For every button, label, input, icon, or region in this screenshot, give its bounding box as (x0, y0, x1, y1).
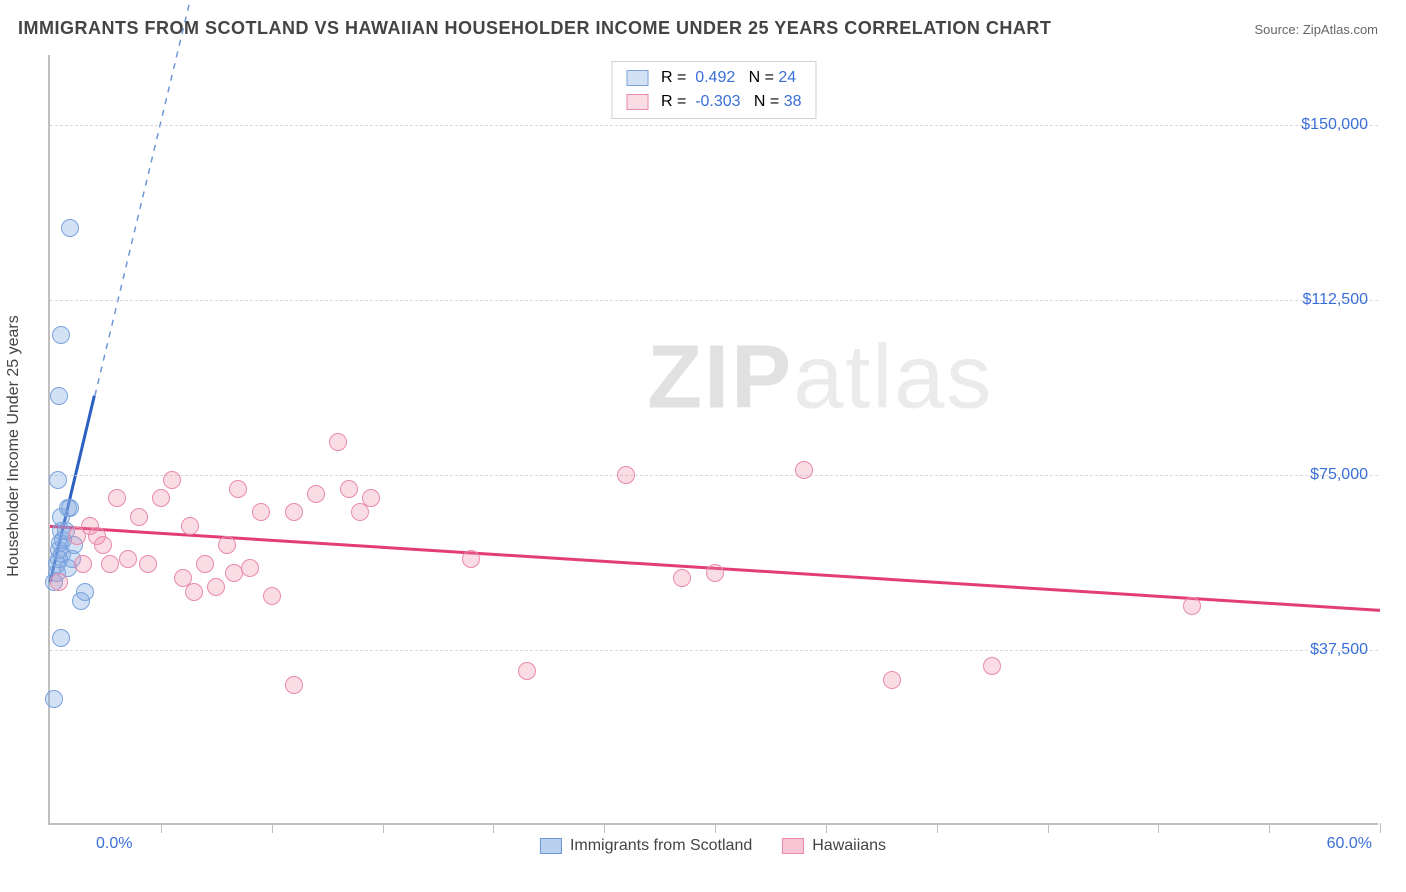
x-tick-mark (161, 823, 162, 833)
data-point (795, 461, 813, 479)
data-point (139, 555, 157, 573)
trend-lines-layer (50, 55, 1378, 823)
data-point (74, 555, 92, 573)
data-point (152, 489, 170, 507)
y-axis-label: Householder Income Under 25 years (5, 315, 23, 576)
data-point (94, 536, 112, 554)
watermark: ZIPatlas (647, 326, 993, 429)
data-point (61, 499, 79, 517)
data-point (883, 671, 901, 689)
data-point (462, 550, 480, 568)
data-point (196, 555, 214, 573)
data-point (307, 485, 325, 503)
gridline-h (50, 300, 1378, 301)
x-tick-mark (493, 823, 494, 833)
legend-swatch (627, 70, 649, 86)
legend-item: Immigrants from Scotland (540, 837, 752, 855)
data-point (52, 629, 70, 647)
data-point (229, 480, 247, 498)
gridline-h (50, 125, 1378, 126)
data-point (252, 503, 270, 521)
plot-area: ZIPatlas R = 0.492 N = 24 R = -0.303 N =… (48, 55, 1378, 825)
data-point (61, 219, 79, 237)
legend-swatch (540, 838, 562, 854)
x-tick-mark (715, 823, 716, 833)
x-tick-mark (1269, 823, 1270, 833)
data-point (673, 569, 691, 587)
x-tick-mark (1158, 823, 1159, 833)
trend-line (50, 0, 216, 582)
x-tick-mark (1380, 823, 1381, 833)
gridline-h (50, 650, 1378, 651)
x-tick-mark (937, 823, 938, 833)
data-point (50, 573, 68, 591)
data-point (181, 517, 199, 535)
data-point (185, 583, 203, 601)
data-point (130, 508, 148, 526)
stats-text: R = 0.492 N = 24 (657, 66, 797, 90)
stats-row: R = -0.303 N = 38 (627, 90, 802, 114)
data-point (207, 578, 225, 596)
data-point (218, 536, 236, 554)
data-point (362, 489, 380, 507)
chart-title: IMMIGRANTS FROM SCOTLAND VS HAWAIIAN HOU… (18, 18, 1051, 39)
data-point (119, 550, 137, 568)
data-point (983, 657, 1001, 675)
data-point (108, 489, 126, 507)
x-axis-min-label: 0.0% (96, 835, 132, 853)
legend-label: Immigrants from Scotland (570, 837, 752, 855)
stats-row: R = 0.492 N = 24 (627, 66, 802, 90)
legend-label: Hawaiians (812, 837, 886, 855)
data-point (163, 471, 181, 489)
legend-item: Hawaiians (782, 837, 886, 855)
y-tick-label: $75,000 (1310, 466, 1368, 484)
source-label: Source: ZipAtlas.com (1254, 22, 1378, 37)
y-tick-label: $112,500 (1302, 291, 1368, 309)
stats-text: R = -0.303 N = 38 (657, 90, 802, 114)
data-point (706, 564, 724, 582)
y-tick-label: $37,500 (1310, 641, 1368, 659)
data-point (1183, 597, 1201, 615)
gridline-h (50, 475, 1378, 476)
data-point (45, 690, 63, 708)
legend-swatch (627, 94, 649, 110)
data-point (285, 503, 303, 521)
data-point (50, 387, 68, 405)
legend-swatch (782, 838, 804, 854)
data-point (285, 676, 303, 694)
x-tick-mark (826, 823, 827, 833)
x-axis-max-label: 60.0% (1327, 835, 1372, 853)
data-point (76, 583, 94, 601)
data-point (52, 326, 70, 344)
series-legend: Immigrants from Scotland Hawaiians (540, 837, 886, 855)
stats-legend: R = 0.492 N = 24 R = -0.303 N = 38 (612, 61, 817, 119)
chart-container: ZIPatlas R = 0.492 N = 24 R = -0.303 N =… (48, 55, 1378, 825)
data-point (263, 587, 281, 605)
data-point (101, 555, 119, 573)
data-point (49, 471, 67, 489)
data-point (241, 559, 259, 577)
data-point (518, 662, 536, 680)
x-tick-mark (604, 823, 605, 833)
y-tick-label: $150,000 (1301, 116, 1368, 134)
x-tick-mark (383, 823, 384, 833)
data-point (617, 466, 635, 484)
data-point (329, 433, 347, 451)
x-tick-mark (272, 823, 273, 833)
data-point (340, 480, 358, 498)
x-tick-mark (1048, 823, 1049, 833)
